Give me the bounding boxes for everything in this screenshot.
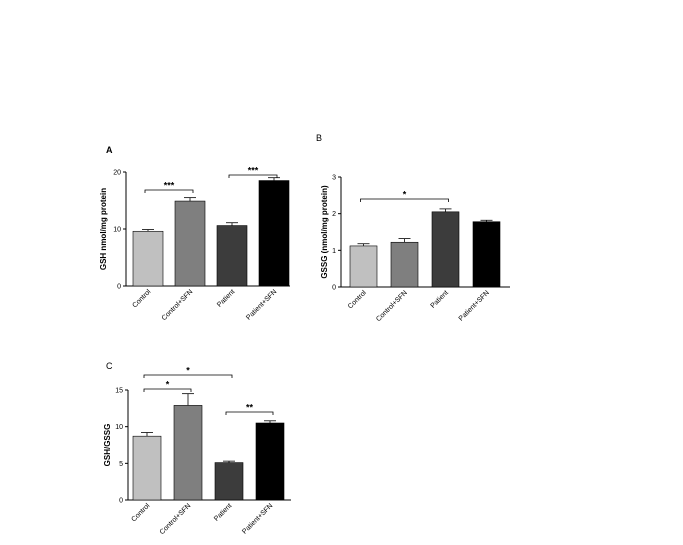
bar-patient-plus-sfn xyxy=(472,221,501,288)
bar-control xyxy=(349,245,378,288)
chart-panel-c: C 0 5 10 15 GSH/GSSG Control Control+SFN Patient… xyxy=(103,361,291,536)
panel-label: C xyxy=(106,361,113,371)
y-axis-title: GSH/GSSG xyxy=(103,424,112,467)
category-label: Control+SFN xyxy=(375,289,409,323)
y-axis-title: GSSG (nmol/mg protein) xyxy=(320,185,329,279)
significance-label: * xyxy=(403,190,407,200)
significance-bracket: *** xyxy=(228,166,278,178)
y-tick-label: 15 xyxy=(115,388,123,395)
bar-control xyxy=(132,230,164,287)
significance-bracket: ** xyxy=(225,403,274,415)
y-tick-label: 2 xyxy=(332,211,336,218)
bar-control-plus-sfn xyxy=(173,405,203,501)
category-label: Control+SFN xyxy=(159,502,193,536)
significance-label: * xyxy=(186,366,190,376)
panel-label: B xyxy=(316,133,322,143)
y-tick-label: 1 xyxy=(332,248,336,255)
y-tick-label: 0 xyxy=(119,498,123,505)
category-label: Control+SFN xyxy=(161,288,195,322)
y-axis-title: GSH nmol/mg protein xyxy=(99,188,108,270)
bar-control-plus-sfn xyxy=(174,200,206,287)
bar-control xyxy=(132,435,162,501)
bracket-line xyxy=(143,388,192,392)
category-label: Patient+SFN xyxy=(245,288,278,321)
significance-label: *** xyxy=(248,166,259,176)
bar-patient-plus-sfn xyxy=(255,422,285,501)
significance-bracket: * xyxy=(143,380,192,392)
bracket-line xyxy=(143,374,233,378)
y-tick-label: 10 xyxy=(113,227,121,234)
category-label: Control xyxy=(131,288,152,309)
y-tick-label: 10 xyxy=(115,424,123,431)
y-tick-label: 0 xyxy=(332,285,336,292)
y-tick-label: 3 xyxy=(332,175,336,182)
category-label: Patient+SFN xyxy=(241,502,274,535)
significance-bracket: * xyxy=(360,190,449,202)
significance-label: ** xyxy=(246,403,254,413)
category-label: Patient xyxy=(216,288,236,308)
y-tick-label: 5 xyxy=(119,461,123,468)
significance-label: * xyxy=(166,380,170,390)
bracket-line xyxy=(228,174,278,178)
panel-label: A xyxy=(106,145,113,155)
category-label: Patient+SFN xyxy=(458,289,491,322)
category-label: Patient xyxy=(430,289,450,309)
bracket-line xyxy=(144,189,194,193)
significance-bracket: * xyxy=(143,366,233,378)
bar-control-plus-sfn xyxy=(390,241,419,288)
y-tick-label: 0 xyxy=(117,284,121,291)
chart-panel-a: A 0 10 20 GSH nmol/mg protein Control Control+… xyxy=(99,145,290,322)
bracket-line xyxy=(225,411,274,415)
y-tick-label: 20 xyxy=(113,170,121,177)
category-label: Control xyxy=(130,502,151,523)
bracket-line xyxy=(360,198,449,202)
bar-patient xyxy=(431,211,460,288)
bar-patient xyxy=(214,462,244,501)
significance-bracket: *** xyxy=(144,181,194,193)
bar-patient-plus-sfn xyxy=(258,180,290,287)
category-label: Patient xyxy=(213,502,233,522)
bar-patient xyxy=(216,225,248,287)
category-label: Control xyxy=(347,289,368,310)
significance-label: *** xyxy=(164,181,175,191)
